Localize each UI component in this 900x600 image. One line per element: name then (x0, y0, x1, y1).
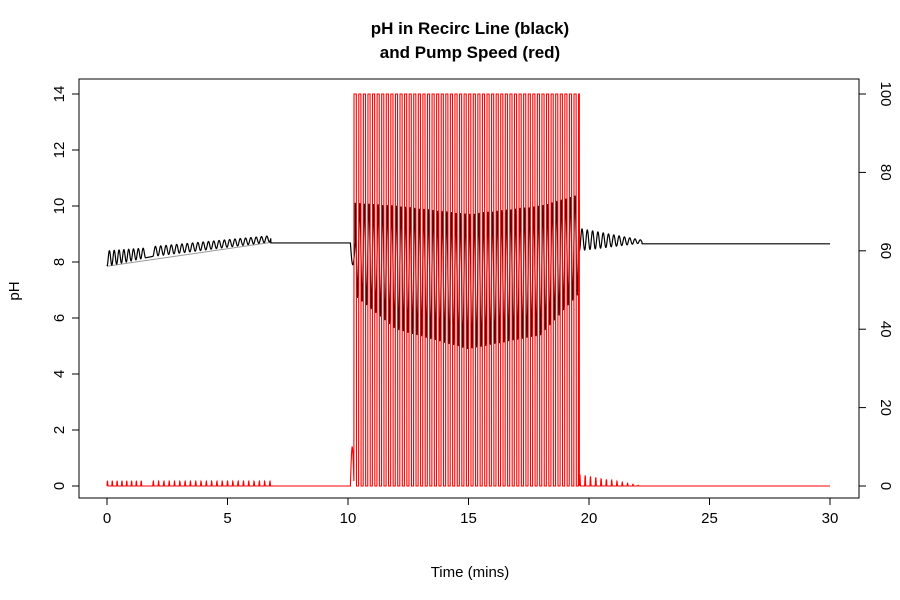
y-axis-label: pH (6, 281, 23, 300)
y2-tick-label: 80 (877, 164, 894, 181)
x-tick-label: 30 (822, 510, 839, 527)
y-axis-left: 0 2 4 6 8 10 12 14 (51, 86, 80, 490)
y-tick-label: 12 (51, 142, 68, 159)
y2-tick-label: 60 (877, 242, 894, 259)
pump-speed-series-line (106, 93, 830, 487)
y-tick-label: 14 (51, 86, 68, 103)
x-axis-label: Time (mins) (431, 564, 510, 581)
x-tick-label: 10 (340, 510, 357, 527)
y-tick-label: 4 (51, 370, 68, 378)
y2-tick-label: 0 (877, 482, 894, 490)
x-tick-label: 20 (581, 510, 598, 527)
x-tick-label: 0 (103, 510, 111, 527)
x-tick-label: 15 (460, 510, 477, 527)
x-tick-label: 5 (223, 510, 231, 527)
chart-title-line-1: pH in Recirc Line (black) (371, 19, 569, 38)
plot-area (106, 93, 831, 487)
y-axis-right: 0 20 40 60 80 100 (858, 81, 894, 490)
y2-tick-label: 20 (877, 399, 894, 416)
y-tick-label: 6 (51, 314, 68, 322)
chart-title-line-2: and Pump Speed (red) (380, 43, 560, 62)
y-tick-label: 10 (51, 198, 68, 215)
y2-tick-label: 40 (877, 321, 894, 338)
y-tick-label: 8 (51, 258, 68, 266)
ph-trend-line (106, 241, 271, 267)
x-tick-label: 25 (701, 510, 718, 527)
y-tick-label: 0 (51, 482, 68, 490)
x-axis: 0 5 10 15 20 25 30 (103, 497, 839, 527)
y2-tick-label: 100 (877, 81, 894, 106)
y-tick-label: 2 (51, 426, 68, 434)
